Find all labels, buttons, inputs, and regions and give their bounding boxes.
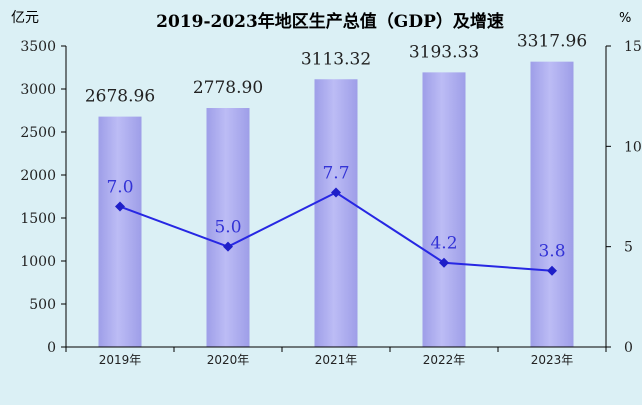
right-tick-label-1: 5 (624, 240, 633, 256)
left-tick-label-0: 0 (47, 340, 56, 356)
right-tick-label-3: 15 (624, 39, 642, 55)
left-tick-label-3: 1500 (20, 211, 56, 227)
left-tick-label-7: 3500 (20, 39, 56, 55)
bar-1 (206, 108, 250, 347)
bar-value-label-0: 2678.96 (85, 87, 155, 107)
line-point-3 (439, 257, 449, 268)
left-tick-label-6: 3000 (20, 82, 56, 98)
chart-title: 2019-2023年地区生产总值（GDP）及增速 (156, 11, 504, 32)
line-value-label-0: 7.0 (106, 178, 133, 198)
bar-4 (530, 61, 574, 347)
bar-3 (422, 72, 466, 347)
left-tick-label-1: 500 (29, 297, 56, 313)
bar-2 (314, 79, 358, 347)
labels-layer: 2678.96 2778.90 3113.32 3193.33 3317.96 7.0 5.… (85, 32, 587, 262)
x-tick-label-1: 2020年 (207, 353, 250, 367)
line-layer (115, 187, 557, 276)
line-value-label-3: 4.2 (430, 234, 457, 254)
axes-layer: 0 500 1000 1500 2000 2500 3000 3500 0 5 10 15 2019年 2… (20, 39, 641, 367)
left-tick-label-2: 1000 (20, 254, 56, 270)
x-tick-label-4: 2023年 (531, 353, 574, 367)
x-tick-label-2: 2021年 (315, 353, 358, 367)
bars-layer (98, 61, 574, 348)
line-value-label-4: 3.8 (538, 242, 565, 262)
bar-value-label-2: 3113.32 (301, 49, 371, 69)
bar-value-label-4: 3317.96 (517, 32, 587, 52)
right-axis-unit: % (619, 11, 631, 26)
right-tick-label-2: 10 (624, 139, 642, 155)
right-tick-label-0: 0 (624, 340, 633, 356)
line-value-label-2: 7.7 (322, 163, 349, 183)
line-value-label-1: 5.0 (214, 218, 241, 238)
left-tick-label-4: 2000 (20, 168, 56, 184)
line-point-0 (115, 201, 125, 212)
line-point-4 (547, 265, 557, 276)
left-axis-unit: 亿元 (11, 10, 39, 26)
left-tick-label-5: 2500 (20, 125, 56, 141)
x-tick-label-3: 2022年 (423, 353, 466, 367)
bar-value-label-1: 2778.90 (193, 78, 263, 98)
bar-0 (98, 116, 142, 348)
bar-value-label-3: 3193.33 (409, 42, 479, 62)
line-point-1 (223, 241, 233, 252)
x-tick-label-0: 2019年 (99, 353, 142, 367)
line-point-2 (331, 187, 341, 198)
